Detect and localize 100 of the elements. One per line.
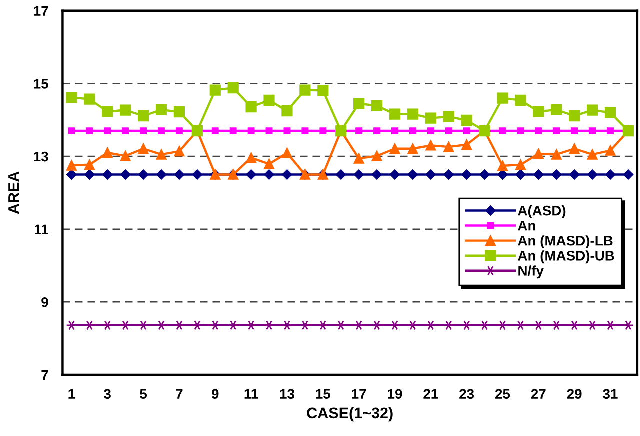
x-tick-label: 7 xyxy=(176,389,183,399)
point xyxy=(84,94,96,105)
point xyxy=(86,128,94,135)
point xyxy=(571,128,578,135)
point xyxy=(589,128,596,135)
point xyxy=(372,150,382,162)
point xyxy=(586,104,598,116)
point xyxy=(264,94,275,106)
x-tick-label: 3 xyxy=(104,389,111,400)
point xyxy=(66,92,78,104)
point xyxy=(551,104,562,116)
point xyxy=(607,128,614,135)
point xyxy=(300,84,311,96)
point xyxy=(140,128,148,135)
y-tick-label: 9 xyxy=(42,297,48,308)
legend-label: A(ASD) xyxy=(518,206,566,218)
point xyxy=(445,128,452,135)
point xyxy=(84,170,95,180)
point xyxy=(84,160,95,170)
point xyxy=(444,170,454,180)
y-axis-title: AREA xyxy=(8,172,20,214)
point xyxy=(320,128,327,135)
point xyxy=(553,128,560,135)
point xyxy=(138,144,149,154)
point xyxy=(302,128,309,135)
y-tick-label: 7 xyxy=(42,370,48,380)
point xyxy=(392,128,398,135)
point xyxy=(408,170,418,180)
point xyxy=(264,170,274,180)
point xyxy=(515,160,526,170)
point xyxy=(480,170,490,180)
point xyxy=(587,170,598,180)
legend-label: An (MASD)-UB xyxy=(518,250,614,264)
point xyxy=(461,114,472,126)
x-tick-label: 25 xyxy=(496,389,510,400)
point xyxy=(425,112,436,124)
point xyxy=(174,106,186,118)
point xyxy=(374,128,380,135)
point xyxy=(174,170,185,180)
point xyxy=(372,170,382,180)
point xyxy=(569,170,580,180)
point xyxy=(587,149,598,160)
point xyxy=(158,128,165,135)
legend-label: N/fy xyxy=(518,266,544,279)
point xyxy=(156,149,167,160)
y-tick-label: 13 xyxy=(34,152,48,162)
point xyxy=(535,128,542,135)
point xyxy=(371,100,383,112)
point xyxy=(534,170,544,180)
point xyxy=(120,170,131,180)
point xyxy=(569,144,580,154)
point xyxy=(284,128,291,135)
point xyxy=(66,160,77,171)
point xyxy=(246,170,256,180)
point xyxy=(354,98,365,110)
point xyxy=(318,85,329,96)
y-tick-label: 11 xyxy=(35,224,48,234)
point xyxy=(248,128,255,135)
point xyxy=(498,170,508,180)
point xyxy=(605,145,616,156)
point xyxy=(264,158,274,170)
point xyxy=(120,150,131,162)
point xyxy=(427,128,434,135)
point xyxy=(122,128,130,135)
point xyxy=(623,170,634,180)
point xyxy=(517,128,524,135)
point xyxy=(426,170,436,180)
point xyxy=(354,170,364,180)
x-tick-label: 5 xyxy=(140,389,148,400)
x-tick-label: 27 xyxy=(531,389,546,399)
legend-label: An xyxy=(518,221,536,231)
x-tick-label: 13 xyxy=(280,389,294,400)
point xyxy=(192,170,203,180)
point xyxy=(516,170,526,180)
point xyxy=(282,105,293,117)
point xyxy=(499,128,506,135)
point xyxy=(66,170,77,180)
point xyxy=(282,170,292,180)
point xyxy=(551,149,562,160)
point xyxy=(156,170,167,180)
point xyxy=(212,128,219,135)
point xyxy=(605,170,616,180)
point xyxy=(354,154,364,164)
x-axis-title: CASE(1~32) xyxy=(307,407,393,422)
x-tick-label: 9 xyxy=(212,389,219,400)
point xyxy=(210,84,221,96)
point xyxy=(443,111,454,122)
point xyxy=(356,128,363,135)
point xyxy=(426,140,436,151)
point xyxy=(282,148,292,158)
point xyxy=(552,170,562,180)
point xyxy=(156,104,168,116)
point xyxy=(246,152,257,164)
point xyxy=(569,110,580,122)
point xyxy=(138,170,149,180)
point xyxy=(228,82,239,94)
point xyxy=(174,146,185,157)
point xyxy=(533,106,544,118)
point xyxy=(407,108,418,120)
point xyxy=(176,128,183,135)
